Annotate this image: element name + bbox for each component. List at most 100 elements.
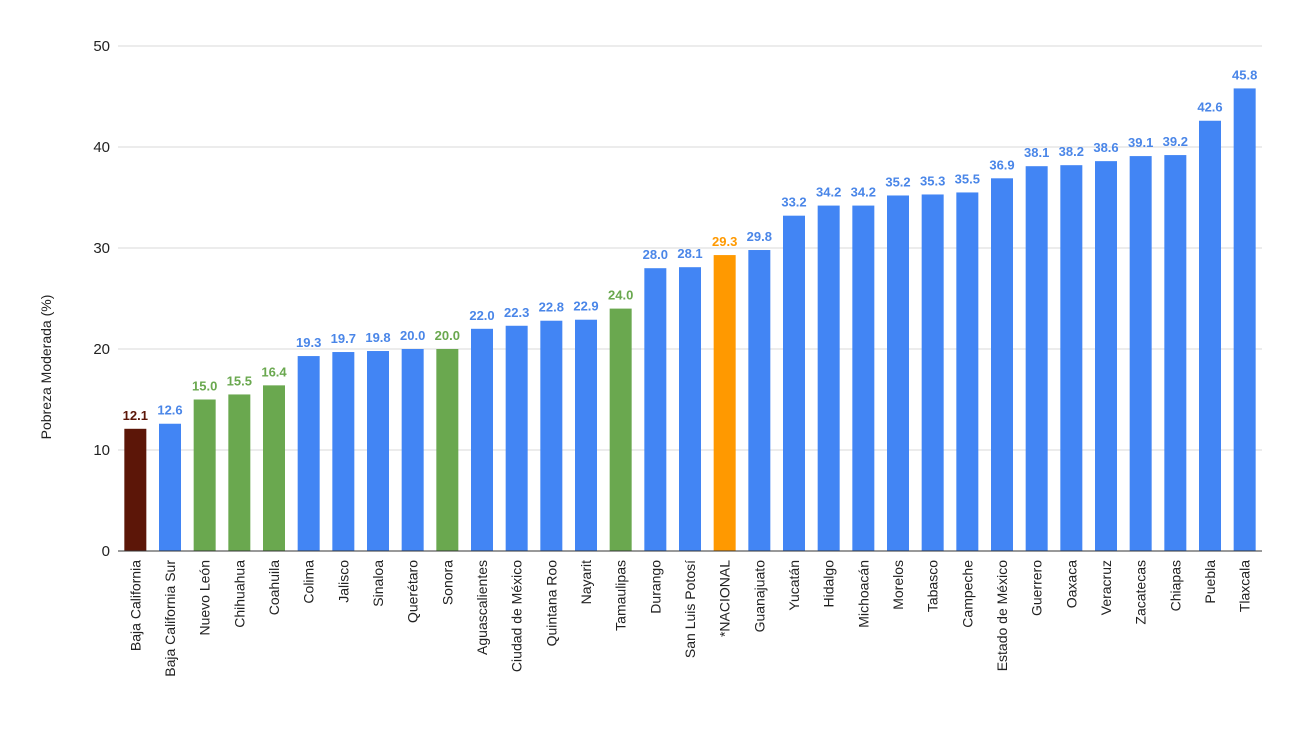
bar	[644, 268, 667, 551]
x-category-label: Baja California	[127, 560, 143, 651]
bar	[783, 215, 805, 551]
data-label: 20.0	[435, 328, 460, 343]
data-label: 35.3	[920, 173, 945, 188]
data-label: 35.2	[885, 174, 910, 189]
bar	[505, 325, 528, 551]
bar	[852, 205, 875, 551]
data-labels: 12.1 12.6 15.0 15.5 16.4 19.3 19.7 19.8 20.0 20.0…	[123, 67, 1258, 422]
data-label: 15.5	[227, 373, 252, 388]
bar	[159, 423, 181, 551]
bar	[228, 394, 251, 551]
y-tick-label: 40	[93, 139, 110, 156]
y-tick-label: 20	[93, 341, 110, 358]
bar	[1164, 155, 1187, 551]
data-label: 15.0	[192, 379, 217, 394]
bar	[713, 255, 736, 551]
x-category-label: Chihuahua	[231, 560, 247, 628]
data-label: 29.8	[747, 229, 772, 244]
x-category-label: Durango	[647, 560, 663, 614]
data-label: 22.3	[504, 305, 529, 320]
data-label: 34.2	[851, 185, 876, 200]
data-label: 28.1	[677, 246, 702, 261]
x-category-label: Guerrero	[1029, 560, 1045, 616]
bar	[1129, 156, 1152, 551]
x-category-label: Nuevo León	[197, 560, 213, 636]
x-category-label: Jalisco	[335, 560, 351, 603]
data-label: 22.8	[539, 300, 564, 315]
x-category-label: Hidalgo	[821, 560, 837, 608]
x-category-label: Oaxaca	[1063, 560, 1079, 608]
bar	[471, 328, 493, 551]
bar	[609, 308, 632, 551]
bar	[991, 178, 1013, 551]
x-category-label: Campeche	[959, 560, 975, 628]
x-category-label: Chiapas	[1167, 560, 1183, 611]
x-category-label: Ciudad de México	[509, 560, 525, 672]
data-label: 22.9	[573, 299, 598, 314]
bar	[921, 194, 944, 551]
x-category-label: Morelos	[890, 560, 906, 610]
y-tick-label: 0	[102, 543, 110, 560]
bar	[332, 352, 355, 551]
data-label: 20.0	[400, 328, 425, 343]
data-label: 12.1	[123, 408, 148, 423]
x-category-label: Sonora	[439, 560, 455, 605]
bar	[193, 399, 216, 551]
data-label: 19.7	[331, 331, 356, 346]
data-label: 22.0	[469, 308, 494, 323]
x-category-label: Yucatán	[786, 560, 802, 611]
bar	[1060, 165, 1083, 551]
data-label: 38.2	[1059, 144, 1084, 159]
bar	[817, 205, 840, 551]
bar	[1025, 166, 1048, 551]
y-tick-label: 10	[93, 442, 110, 459]
y-tick-label: 30	[93, 240, 110, 257]
bar	[1199, 120, 1221, 552]
x-category-label: Estado de México	[994, 560, 1010, 671]
bar	[956, 192, 979, 551]
data-label: 33.2	[781, 195, 806, 210]
bar	[575, 319, 597, 551]
bar	[401, 349, 424, 551]
bar	[436, 349, 459, 551]
x-category-label: Zacatecas	[1133, 560, 1149, 625]
y-axis-title: Pobreza Moderada (%)	[38, 295, 54, 440]
x-category-label: Tlaxcala	[1237, 560, 1253, 612]
x-category-label: Guanajuato	[751, 560, 767, 633]
x-category-label: Sinaloa	[370, 560, 386, 607]
data-label: 19.3	[296, 335, 321, 350]
data-label: 19.8	[365, 330, 390, 345]
y-axis-ticks: 0 10 20 30 40 50	[93, 38, 110, 560]
x-category-label: Quintana Roo	[543, 560, 559, 647]
bar	[297, 356, 320, 551]
data-label: 38.6	[1093, 140, 1118, 155]
x-category-label: Nayarit	[578, 560, 594, 604]
bar	[679, 267, 701, 551]
data-label: 12.6	[157, 403, 182, 418]
data-label: 34.2	[816, 185, 841, 200]
data-label: 38.1	[1024, 145, 1049, 160]
data-label: 24.0	[608, 288, 633, 303]
data-label: 35.5	[955, 171, 980, 186]
x-category-label: Baja California Sur	[162, 560, 178, 677]
x-category-label: Tamaulipas	[613, 560, 629, 631]
bars	[124, 88, 1256, 552]
x-category-label: Querétaro	[405, 560, 421, 623]
data-label: 39.1	[1128, 135, 1153, 150]
data-label: 36.9	[989, 157, 1014, 172]
x-category-label: San Luis Potosí	[682, 560, 698, 658]
bar	[124, 428, 147, 551]
x-category-label: Coahuila	[266, 560, 282, 615]
x-category-label: Puebla	[1202, 560, 1218, 604]
x-category-label: Aguascalientes	[474, 560, 490, 655]
x-category-label: *NACIONAL	[717, 560, 733, 637]
bar	[367, 351, 389, 551]
bar	[263, 385, 285, 551]
x-category-label: Colima	[301, 560, 317, 604]
bar	[887, 195, 909, 552]
x-category-label: Veracruz	[1098, 560, 1114, 615]
data-label: 42.6	[1197, 100, 1222, 115]
bar	[1095, 161, 1117, 551]
data-label: 39.2	[1163, 134, 1188, 149]
